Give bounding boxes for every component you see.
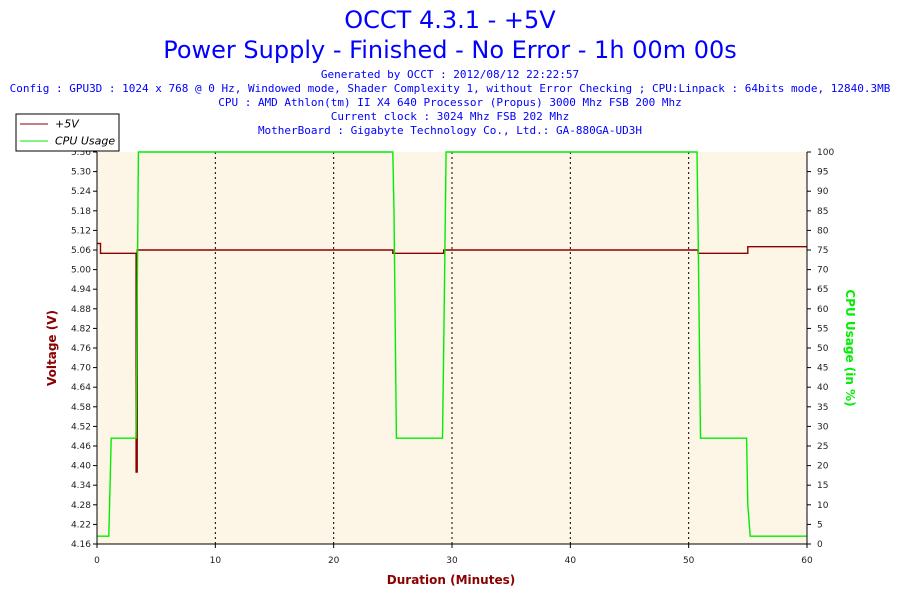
x-tick-label: 20 (328, 556, 340, 566)
y2-tick-label: 10 (817, 501, 829, 511)
y2-tick-label: 65 (817, 285, 828, 295)
y2-tick-label: 35 (817, 403, 828, 413)
y-tick-label: 4.58 (71, 403, 91, 413)
legend-label-cpu: CPU Usage (55, 135, 115, 148)
y-tick-label: 4.64 (71, 383, 91, 393)
y-tick-label: 5.12 (71, 226, 91, 236)
y-tick-label: 4.46 (71, 442, 91, 452)
y-tick-label: 5.00 (71, 266, 91, 276)
x-tick-label: 50 (683, 556, 695, 566)
y-tick-label: 4.22 (71, 520, 91, 530)
y-tick-label: 4.82 (71, 324, 91, 334)
y2-tick-label: 40 (817, 383, 829, 393)
y2-tick-label: 60 (817, 305, 829, 315)
y-tick-label: 4.28 (71, 501, 91, 511)
y-tick-label: 4.76 (71, 344, 91, 354)
y2-tick-label: 50 (817, 344, 829, 354)
y2-tick-label: 80 (817, 226, 829, 236)
y-tick-label: 5.24 (71, 187, 91, 197)
x-axis-title: Duration (Minutes) (387, 573, 515, 587)
y2-tick-label: 55 (817, 324, 828, 334)
y2-tick-label: 30 (817, 422, 829, 432)
y-tick-label: 4.94 (71, 285, 91, 295)
y-tick-label: 4.88 (71, 305, 91, 315)
info-motherboard: MotherBoard : Gigabyte Technology Co., L… (257, 124, 643, 137)
y2-tick-label: 90 (817, 187, 829, 197)
x-tick-label: 40 (565, 556, 577, 566)
axes-layer: 4.16 4.22 4.28 4.34 4.40 4.46 4.52 4.58 4.64 4.70… (71, 148, 834, 566)
y2-tick-label: 100 (817, 148, 834, 158)
y-tick-label: 4.34 (71, 481, 91, 491)
info-generated: Generated by OCCT : 2012/08/12 22:22:57 (320, 68, 580, 81)
series-line-voltage (97, 242, 807, 473)
y2-tick-label: 5 (817, 520, 823, 530)
legend: +5V CPU Usage (15, 113, 120, 152)
y-tick-label: 4.70 (71, 364, 91, 374)
y-tick-label: 4.16 (71, 540, 91, 550)
y2-tick-label: 15 (817, 481, 828, 491)
x-tick-label: 60 (801, 556, 813, 566)
x-tick-label: 10 (210, 556, 222, 566)
y-tick-label: 5.36 (71, 148, 91, 158)
y-tick-label: 5.06 (71, 246, 91, 256)
y2-tick-label: 0 (817, 540, 823, 550)
y-tick-label: 4.52 (71, 422, 91, 432)
chart-subtitle: Power Supply - Finished - No Error - 1h … (163, 36, 737, 64)
y2-tick-label: 70 (817, 266, 829, 276)
y2-axis-title: CPU Usage (in %) (843, 289, 857, 406)
x-tick-label: 0 (94, 556, 100, 566)
legend-box (15, 113, 120, 152)
y2-tick-label: 45 (817, 364, 828, 374)
info-clock: Current clock : 3024 Mhz FSB 202 Mhz (330, 110, 570, 123)
legend-label-voltage: +5V (55, 118, 80, 131)
y-tick-label: 4.40 (71, 462, 91, 472)
x-tick-label: 30 (446, 556, 458, 566)
chart-title: OCCT 4.3.1 - +5V (344, 6, 556, 34)
y-axis-title: Voltage (V) (45, 310, 59, 386)
y2-tick-label: 20 (817, 462, 829, 472)
info-config: Config : GPU3D : 1024 x 768 @ 0 Hz, Wind… (9, 82, 891, 95)
series-line-cpu (97, 151, 807, 537)
series-layer (97, 151, 807, 537)
y2-tick-label: 95 (817, 168, 828, 178)
y2-tick-label: 85 (817, 207, 828, 217)
y2-tick-label: 75 (817, 246, 828, 256)
info-cpu: CPU : AMD Athlon(tm) II X4 640 Processor… (218, 96, 682, 109)
y-tick-label: 5.30 (71, 168, 91, 178)
y2-tick-label: 25 (817, 442, 828, 452)
grid-lines (214, 152, 690, 544)
y-tick-label: 5.18 (71, 207, 91, 217)
